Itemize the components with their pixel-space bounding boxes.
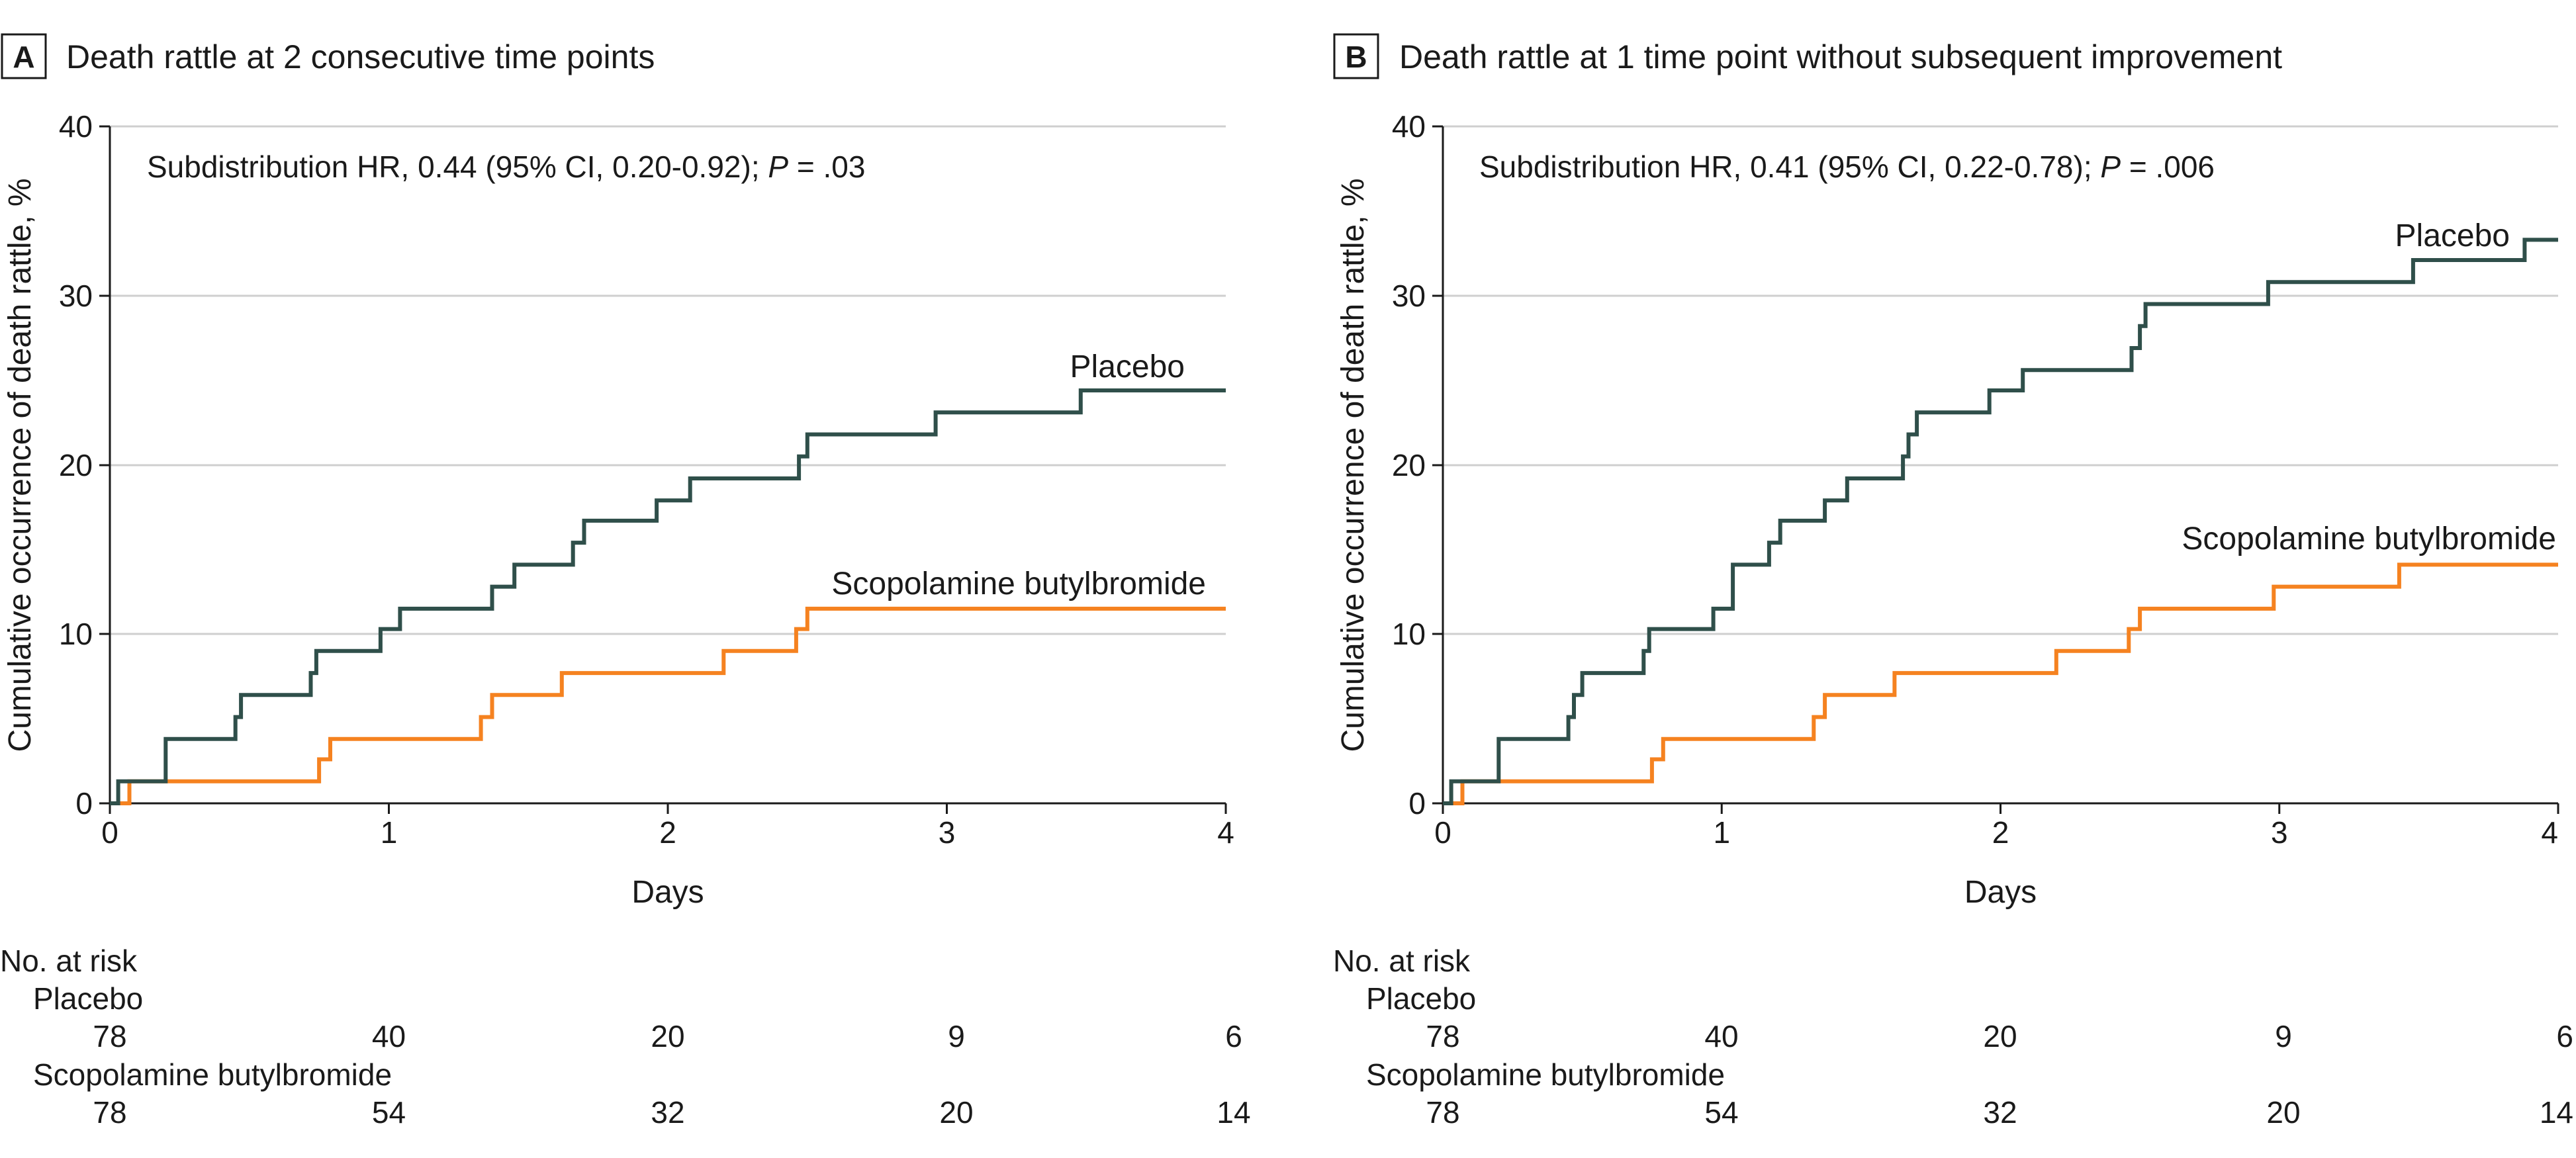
panel-label-box	[1333, 33, 1379, 79]
risk-group-name: Scopolamine butylbromide	[33, 1057, 392, 1092]
risk-table: No. at risk Placebo 78 40 20 9 6 Scopola…	[1333, 944, 2573, 1130]
panel-a: A Death rattle at 2 consecutive time poi…	[0, 33, 1251, 1130]
gridlines	[110, 125, 1226, 635]
risk-value: 40	[1704, 1019, 1738, 1053]
risk-value: 20	[1983, 1019, 2017, 1053]
risk-value: 6	[2556, 1019, 2573, 1053]
risk-value: 40	[372, 1019, 406, 1053]
risk-value: 78	[1426, 1019, 1459, 1053]
y-tick-label: 0	[75, 786, 93, 821]
p-symbol: P	[768, 150, 788, 184]
x-tick-label: 0	[1434, 815, 1451, 850]
y-axis: 0 10 20 30 40 Cumulative occurrence of d…	[3, 109, 111, 821]
x-axis: 0 1 2 3 4 Days	[101, 802, 1234, 910]
y-axis: 0 10 20 30 40 Cumulative occurrence of d…	[1336, 109, 1444, 821]
x-tick-label: 4	[2541, 815, 2558, 850]
y-tick-label: 20	[1392, 448, 1426, 482]
series-line-placebo	[1443, 238, 2558, 805]
x-tick-label: 3	[2271, 815, 2288, 850]
panel-label: B	[1345, 40, 1367, 74]
y-tick-label: 40	[59, 109, 93, 144]
x-tick-label: 2	[659, 815, 676, 850]
series-label-scopolamine: Scopolamine butylbromide	[2182, 521, 2556, 557]
x-tick-label: 0	[101, 815, 118, 850]
risk-table-title: No. at risk	[1333, 944, 1471, 978]
risk-value: 32	[651, 1095, 684, 1130]
y-tick-label: 20	[59, 448, 93, 482]
risk-group-name: Placebo	[33, 981, 143, 1016]
series-line-placebo	[110, 388, 1226, 805]
risk-group-name: Placebo	[1366, 981, 1476, 1016]
p-value: = .006	[2121, 150, 2215, 184]
risk-value: 20	[651, 1019, 684, 1053]
risk-value: 14	[2540, 1095, 2573, 1130]
y-tick-label: 10	[1392, 617, 1426, 651]
risk-value: 20	[2266, 1095, 2300, 1130]
y-tick-label: 10	[59, 617, 93, 651]
risk-value: 78	[93, 1019, 126, 1053]
risk-value: 9	[2275, 1019, 2292, 1053]
panel-b: B Death rattle at 1 time point without s…	[1333, 33, 2573, 1130]
p-value: = .03	[788, 150, 865, 184]
risk-value: 54	[1704, 1095, 1738, 1130]
series-label-placebo: Placebo	[1070, 349, 1185, 384]
y-axis-label: Cumulative occurrence of death rattle, %	[3, 178, 38, 752]
x-tick-label: 1	[1713, 815, 1730, 850]
risk-value: 6	[1225, 1019, 1242, 1053]
risk-table: No. at risk Placebo 78 40 20 9 6 Scopola…	[0, 944, 1251, 1130]
gridlines	[1443, 125, 2558, 635]
series-line-scopolamine	[1443, 562, 2558, 805]
x-tick-label: 1	[381, 815, 398, 850]
risk-value: 14	[1217, 1095, 1250, 1130]
hr-text: Subdistribution HR, 0.41 (95% CI, 0.22-0…	[1479, 150, 2100, 184]
series-line-scopolamine	[110, 606, 1226, 805]
y-axis-label: Cumulative occurrence of death rattle, %	[1336, 178, 1371, 752]
p-symbol: P	[2100, 150, 2121, 184]
risk-value: 32	[1983, 1095, 2017, 1130]
y-tick-label: 40	[1392, 109, 1426, 144]
risk-group-name: Scopolamine butylbromide	[1366, 1057, 1725, 1092]
x-tick-label: 2	[1992, 815, 2009, 850]
y-tick-label: 0	[1408, 786, 1426, 821]
panel-title: Death rattle at 2 consecutive time point…	[66, 38, 655, 75]
x-axis: 0 1 2 3 4 Days	[1434, 802, 2559, 910]
x-axis-label: Days	[1964, 875, 2037, 910]
x-tick-label: 4	[1217, 815, 1234, 850]
x-tick-label: 3	[939, 815, 956, 850]
series-label-placebo: Placebo	[2395, 218, 2510, 253]
series-label-scopolamine: Scopolamine butylbromide	[831, 566, 1206, 601]
risk-value: 20	[939, 1095, 973, 1130]
hr-text: Subdistribution HR, 0.44 (95% CI, 0.20-0…	[147, 150, 768, 184]
risk-value: 9	[948, 1019, 965, 1053]
hr-annotation: Subdistribution HR, 0.44 (95% CI, 0.20-0…	[147, 150, 865, 184]
x-axis-label: Days	[631, 875, 704, 910]
risk-value: 78	[1426, 1095, 1459, 1130]
panel-label: A	[13, 40, 34, 74]
risk-table-title: No. at risk	[0, 944, 138, 978]
panel-title: Death rattle at 1 time point without sub…	[1399, 38, 2282, 75]
panel-label-box	[1, 33, 47, 79]
y-tick-label: 30	[59, 279, 93, 313]
risk-value: 78	[93, 1095, 126, 1130]
risk-value: 54	[372, 1095, 406, 1130]
hr-annotation: Subdistribution HR, 0.41 (95% CI, 0.22-0…	[1479, 150, 2215, 184]
y-tick-label: 30	[1392, 279, 1426, 313]
